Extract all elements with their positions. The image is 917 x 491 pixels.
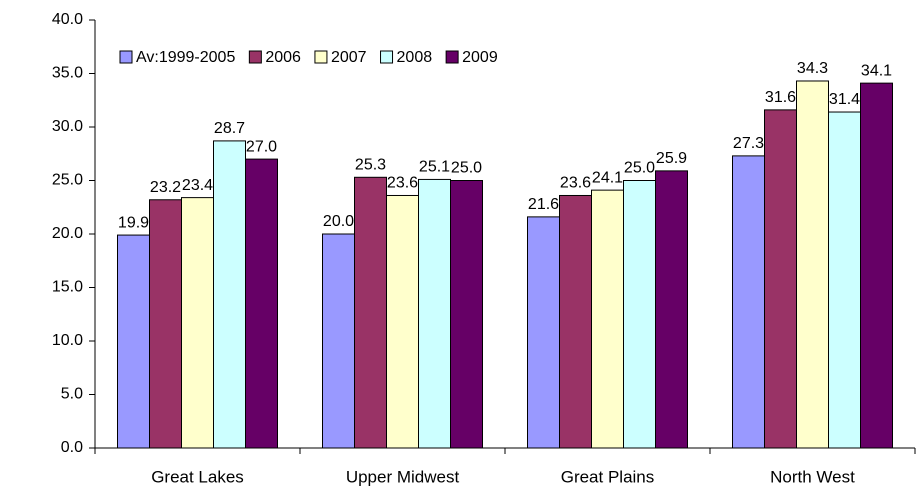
bar [322,233,355,449]
y-tick-label: 40.0 [52,11,83,28]
bar [245,158,278,449]
data-label: 25.0 [624,160,655,177]
data-label: 23.4 [182,177,213,194]
data-label: 27.0 [246,138,277,155]
data-label: 21.6 [528,196,559,213]
data-label: 34.3 [797,60,828,77]
y-tick-label: 0.0 [61,439,83,456]
bar [655,170,688,449]
data-label: 23.6 [560,175,591,192]
bar [527,216,560,449]
data-label: 25.3 [355,157,386,174]
data-label: 28.7 [214,120,245,137]
data-label: 19.9 [118,214,149,231]
y-tick-label: 25.0 [52,172,83,189]
data-label: 24.1 [592,169,623,186]
legend-swatch [314,50,328,64]
x-tick-label: Great Plains [561,467,655,486]
data-label: 20.0 [323,213,354,230]
data-label: 25.1 [419,159,450,176]
bar [828,111,861,449]
data-label: 31.6 [765,89,796,106]
y-tick-label: 35.0 [52,65,83,82]
bar [181,197,214,449]
legend-swatch [248,50,262,64]
x-tick-label: Great Lakes [151,467,244,486]
y-tick-label: 5.0 [61,386,83,403]
x-tick-label: North West [770,467,855,486]
bar [623,180,656,449]
x-tick-label: Upper Midwest [346,467,460,486]
y-tick-label: 10.0 [52,332,83,349]
data-label: 25.9 [656,150,687,167]
legend-label: 2006 [265,49,301,66]
y-tick-label: 20.0 [52,225,83,242]
bar [764,109,797,449]
data-label: 23.2 [150,179,181,196]
bar [418,178,451,449]
bar [860,82,893,449]
bar [591,189,624,449]
legend-label: Av:1999-2005 [136,49,235,66]
legend-label: 2009 [462,49,498,66]
bar [796,80,829,449]
legend-label: 2008 [397,49,433,66]
y-tick-label: 30.0 [52,118,83,135]
bar [117,234,150,449]
data-label: 31.4 [829,91,860,108]
bar [386,194,419,449]
bar [450,180,483,449]
bar [732,155,765,449]
bar [354,176,387,449]
legend-swatch [380,50,394,64]
data-label: 27.3 [733,135,764,152]
legend-swatch [445,50,459,64]
data-label: 25.0 [451,160,482,177]
data-label: 23.6 [387,175,418,192]
bar [149,199,182,449]
bar [559,194,592,449]
y-tick-label: 15.0 [52,279,83,296]
bar [213,140,246,449]
legend-label: 2007 [331,49,367,66]
legend-swatch [119,50,133,64]
data-label: 34.1 [861,62,892,79]
